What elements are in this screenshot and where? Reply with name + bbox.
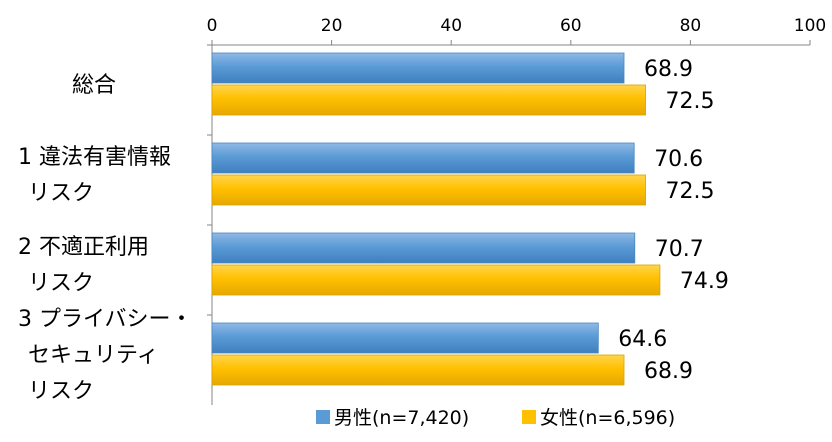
data-label: 68.9 xyxy=(644,57,693,82)
bar-female xyxy=(211,354,625,386)
data-label: 70.6 xyxy=(654,147,703,172)
data-labels: 68.9 72.5 70.6 72.5 70.7 74.9 64.6 68.9 xyxy=(618,57,729,384)
category-label: 1 違法有害情報 xyxy=(18,145,171,170)
category-label: セキュリティ xyxy=(28,343,159,368)
category-label: リスク xyxy=(28,271,94,296)
legend: 男性(n=7,420) 女性(n=6,596) xyxy=(316,407,675,429)
category-label: リスク xyxy=(28,181,94,206)
legend-label: 女性(n=6,596) xyxy=(540,407,675,429)
x-tick-label: 20 xyxy=(321,16,343,36)
data-label: 68.9 xyxy=(644,359,693,384)
x-tick-label: 40 xyxy=(440,16,462,36)
data-label: 64.6 xyxy=(618,327,667,352)
data-label: 72.5 xyxy=(666,179,715,204)
category-label: リスク xyxy=(28,379,94,404)
category-label: 3 プライバシー・ xyxy=(18,307,193,332)
x-tick-label: 0 xyxy=(207,16,218,36)
legend-swatch-male xyxy=(316,410,330,424)
x-tick-label: 60 xyxy=(560,16,582,36)
legend-swatch-female xyxy=(522,410,536,424)
data-label: 72.5 xyxy=(666,89,715,114)
category-label: 2 不適正利用 xyxy=(18,235,149,260)
bar-female xyxy=(211,84,646,116)
bar-female xyxy=(211,174,646,206)
category-label: 総合 xyxy=(72,73,116,98)
bar-male xyxy=(211,52,625,84)
legend-label: 男性(n=7,420) xyxy=(334,407,469,429)
x-tick-label: 80 xyxy=(680,16,702,36)
bar-male xyxy=(211,232,636,264)
data-label: 74.9 xyxy=(680,269,729,294)
bar-female xyxy=(211,264,661,296)
x-axis-ticks: 0 20 40 60 80 100 xyxy=(207,16,826,45)
data-label: 70.7 xyxy=(655,237,704,262)
bars xyxy=(211,52,661,386)
bar-male xyxy=(211,142,635,174)
x-tick-label: 100 xyxy=(794,16,826,36)
bar-male xyxy=(211,322,599,354)
